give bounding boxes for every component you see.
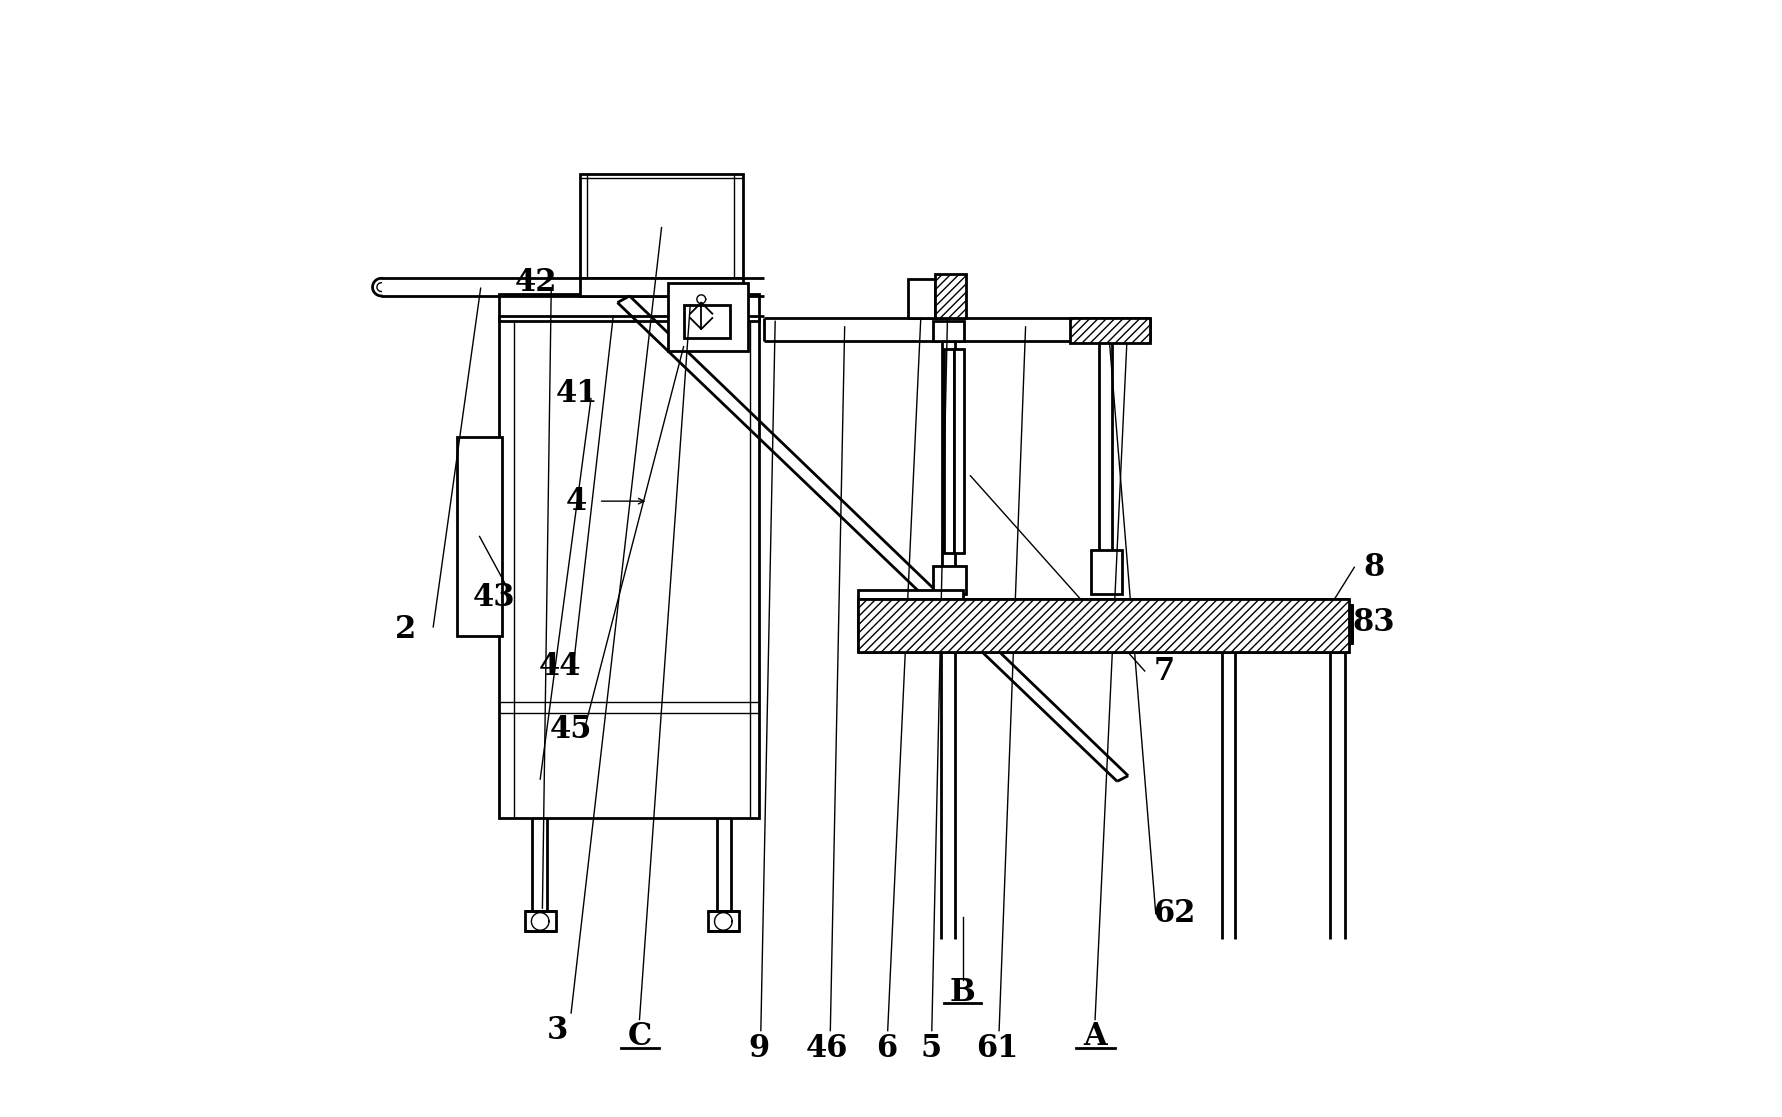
Text: 5: 5 — [920, 1033, 941, 1063]
Bar — [499, 294, 759, 322]
Bar — [857, 591, 962, 600]
Bar — [707, 911, 740, 932]
Text: 44: 44 — [538, 651, 581, 682]
Bar — [1091, 322, 1121, 341]
Bar — [1299, 604, 1353, 643]
Bar — [668, 283, 748, 351]
Bar — [936, 274, 966, 318]
Text: 3: 3 — [547, 1015, 568, 1047]
Text: 4: 4 — [567, 486, 588, 517]
Text: 2: 2 — [396, 613, 417, 645]
Text: 62: 62 — [1153, 898, 1196, 929]
Bar — [857, 600, 1349, 652]
Text: 61: 61 — [977, 1033, 1018, 1063]
Text: 7: 7 — [1155, 656, 1174, 687]
Text: C: C — [627, 1021, 652, 1051]
Bar — [907, 279, 936, 318]
Text: 6: 6 — [877, 1033, 896, 1063]
Bar — [944, 349, 953, 553]
Bar — [579, 278, 743, 296]
Bar — [952, 608, 996, 641]
Bar — [953, 349, 964, 553]
Text: 41: 41 — [556, 378, 597, 409]
Bar — [1069, 318, 1149, 343]
Text: B: B — [950, 976, 975, 1008]
Bar — [934, 566, 966, 594]
Bar — [934, 322, 964, 341]
Text: 8: 8 — [1363, 552, 1385, 583]
Text: A: A — [1083, 1021, 1107, 1051]
Bar — [684, 305, 731, 337]
Text: 9: 9 — [748, 1033, 770, 1063]
Text: 42: 42 — [515, 267, 558, 298]
Text: 83: 83 — [1353, 607, 1395, 638]
Text: 43: 43 — [472, 582, 515, 612]
Text: 45: 45 — [551, 714, 592, 745]
Bar — [499, 316, 759, 818]
Bar — [524, 911, 556, 932]
Bar — [1091, 550, 1121, 594]
Bar — [458, 437, 501, 636]
Text: 46: 46 — [805, 1033, 848, 1063]
Bar — [579, 173, 743, 278]
Bar — [955, 611, 1297, 636]
